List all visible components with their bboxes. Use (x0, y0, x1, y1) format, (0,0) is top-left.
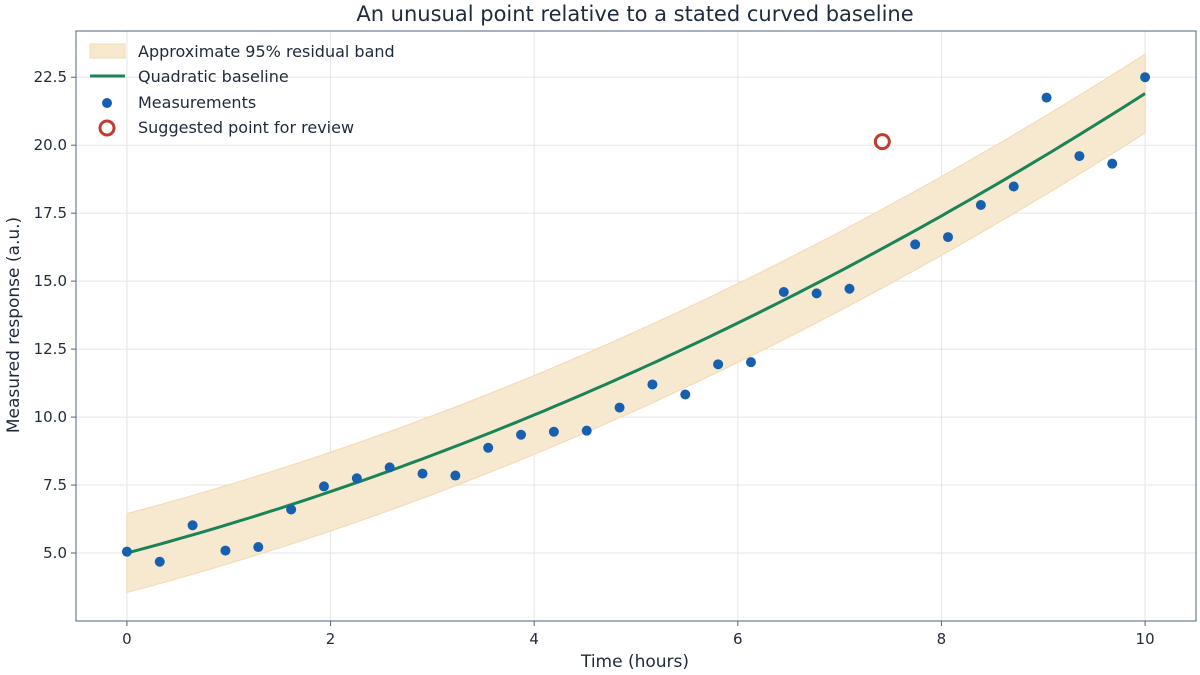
measurement-point (811, 288, 822, 299)
y-tick-label: 12.5 (34, 340, 67, 358)
measurement-point (220, 545, 231, 556)
measurement-point (844, 283, 855, 294)
measurement-point (121, 546, 132, 557)
legend-suggested-swatch (98, 119, 116, 137)
legend-measurements-label: Measurements (138, 93, 256, 112)
y-tick-label: 20.0 (34, 136, 67, 154)
legend-measurements-swatch (102, 98, 112, 108)
measurement-point (778, 287, 789, 298)
x-tick-label: 0 (122, 630, 132, 648)
axis-ticks: 0 2 4 6 8 10 5.0 7.5 10.0 12.5 15.0 17.5 20.0 22.5 (34, 68, 1155, 648)
measurement-point (483, 442, 494, 453)
residual-band (126, 53, 1146, 594)
measurement-point (351, 473, 362, 484)
measurement-point (745, 357, 756, 368)
measurement-point (581, 425, 592, 436)
measurement-point (1074, 151, 1085, 162)
y-tick-label: 15.0 (34, 272, 67, 290)
quadratic-baseline-line (126, 92, 1146, 555)
x-tick-label: 8 (937, 630, 947, 648)
suggested-point-marker (873, 133, 891, 151)
measurement-point (680, 389, 691, 400)
y-tick-label: 5.0 (43, 544, 67, 562)
measurement-point (548, 426, 559, 437)
y-tick-label: 22.5 (34, 68, 67, 86)
measurement-point (910, 239, 921, 250)
y-tick-label: 7.5 (43, 476, 67, 494)
y-axis-label: Measured response (a.u.) (4, 217, 24, 433)
legend-band-swatch (89, 43, 126, 59)
measurement-point (975, 200, 986, 211)
legend-baseline-label: Quadratic baseline (138, 67, 289, 86)
measurement-point (154, 556, 165, 567)
measurement-point (417, 468, 428, 479)
measurement-point (713, 359, 724, 370)
measurement-points (121, 72, 1151, 567)
x-tick-label: 4 (529, 630, 539, 648)
x-tick-label: 2 (326, 630, 336, 648)
measurement-point (1008, 181, 1019, 192)
x-axis-label: Time (hours) (580, 652, 689, 672)
plot-frame (75, 30, 1197, 622)
measurement-point (943, 232, 954, 243)
measurement-point (516, 429, 527, 440)
measurement-point (1041, 92, 1052, 103)
x-tick-label: 6 (733, 630, 743, 648)
measurement-point (614, 402, 625, 413)
measurement-point (450, 470, 461, 481)
measurement-point (1140, 72, 1151, 83)
measurement-point (187, 520, 198, 531)
measurement-point (318, 481, 329, 492)
legend-band-label: Approximate 95% residual band (138, 42, 395, 61)
y-tick-label: 10.0 (34, 408, 67, 426)
measurement-point (253, 542, 264, 553)
measurement-point (647, 379, 658, 390)
y-tick-label: 17.5 (34, 204, 67, 222)
measurement-point (384, 462, 395, 473)
measurement-point (286, 504, 297, 515)
chart-title: An unusual point relative to a stated cu… (356, 2, 913, 26)
x-tick-label: 10 (1136, 630, 1155, 648)
legend-suggested-label: Suggested point for review (138, 118, 354, 137)
legend: Approximate 95% residual band Quadratic … (89, 42, 395, 137)
measurement-point (1107, 158, 1118, 169)
